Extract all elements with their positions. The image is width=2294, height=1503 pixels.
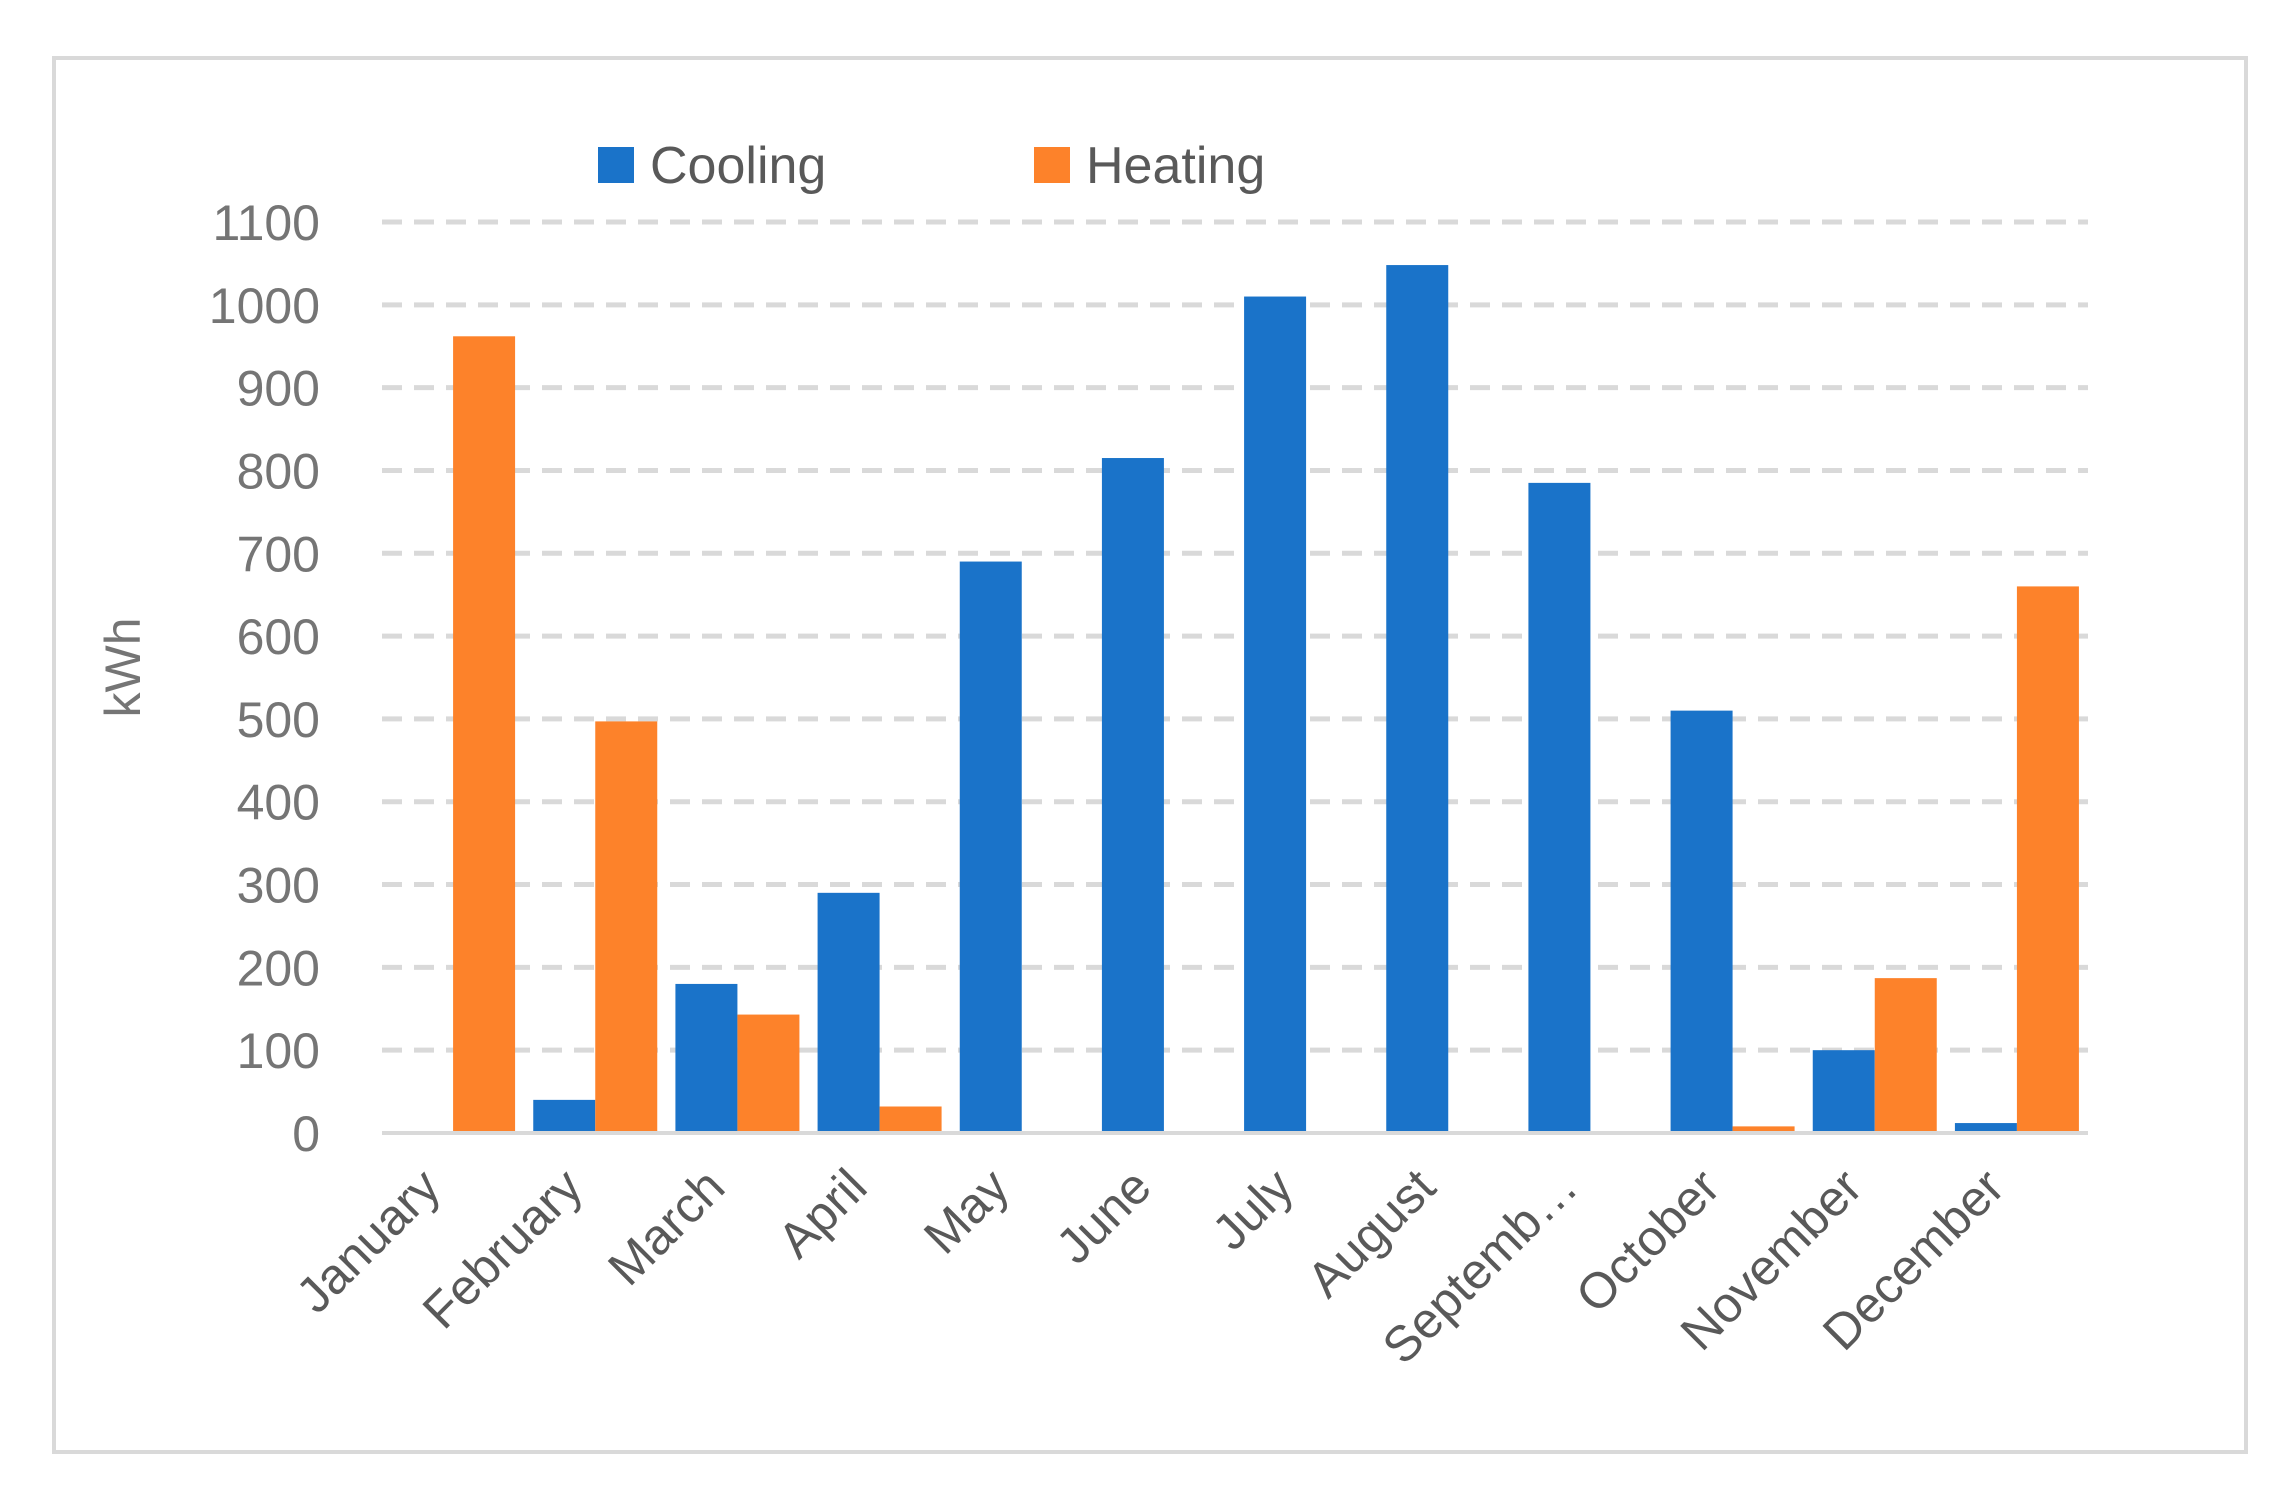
legend-label-heating: Heating bbox=[1086, 137, 1265, 195]
y-tick-label: 600 bbox=[237, 609, 320, 665]
bar-cooling-5 bbox=[959, 561, 1022, 1133]
bar-cooling-4 bbox=[817, 892, 880, 1133]
bar-heating-3 bbox=[737, 1014, 800, 1133]
y-tick-label: 900 bbox=[237, 361, 320, 417]
bar-cooling-7 bbox=[1244, 296, 1307, 1133]
y-tick-label: 1100 bbox=[212, 195, 320, 251]
y-tick-label: 1000 bbox=[209, 278, 320, 334]
bar-heating-4 bbox=[879, 1106, 942, 1133]
bar-cooling-8 bbox=[1386, 265, 1449, 1134]
bar-cooling-6 bbox=[1101, 458, 1164, 1133]
legend-swatch-cooling bbox=[598, 147, 634, 183]
y-tick-label: 500 bbox=[237, 692, 320, 748]
x-tick-label: February bbox=[412, 1158, 593, 1339]
legend: Cooling Heating bbox=[598, 137, 1265, 195]
y-axis-label: kWh bbox=[95, 618, 151, 718]
bar-heating-10 bbox=[1732, 1126, 1795, 1133]
bar-cooling-2 bbox=[533, 1099, 596, 1133]
y-tick-label: 400 bbox=[237, 775, 320, 831]
x-tick-label: April bbox=[767, 1158, 877, 1268]
y-tick-label: 200 bbox=[237, 940, 320, 996]
bar-heating-12 bbox=[2016, 586, 2079, 1133]
bar-cooling-9 bbox=[1528, 482, 1591, 1133]
x-tick-label: June bbox=[1045, 1158, 1161, 1274]
bar-cooling-10 bbox=[1670, 710, 1733, 1133]
y-tick-label: 700 bbox=[237, 526, 320, 582]
y-axis-ticks: 0 100 200 300 400 500 600 700 800 900 1000 1100 bbox=[209, 195, 320, 1162]
bar-heating-1 bbox=[453, 336, 516, 1134]
bar-cooling-12 bbox=[1954, 1123, 2017, 1133]
bar-heating-11 bbox=[1874, 978, 1937, 1133]
gridlines bbox=[382, 219, 2088, 1053]
legend-swatch-heating bbox=[1034, 147, 1070, 183]
x-tick-label: May bbox=[913, 1158, 1019, 1264]
x-tick-label: March bbox=[597, 1158, 735, 1296]
y-tick-label: 0 bbox=[292, 1106, 320, 1162]
y-tick-label: 300 bbox=[237, 858, 320, 914]
y-tick-label: 100 bbox=[237, 1023, 320, 1079]
legend-label-cooling: Cooling bbox=[650, 137, 826, 195]
y-tick-label: 800 bbox=[237, 443, 320, 499]
bars bbox=[453, 265, 2079, 1134]
bar-heating-2 bbox=[595, 721, 658, 1133]
x-tick-label: July bbox=[1201, 1158, 1303, 1260]
bar-cooling-3 bbox=[675, 983, 738, 1133]
bar-cooling-11 bbox=[1812, 1050, 1875, 1133]
